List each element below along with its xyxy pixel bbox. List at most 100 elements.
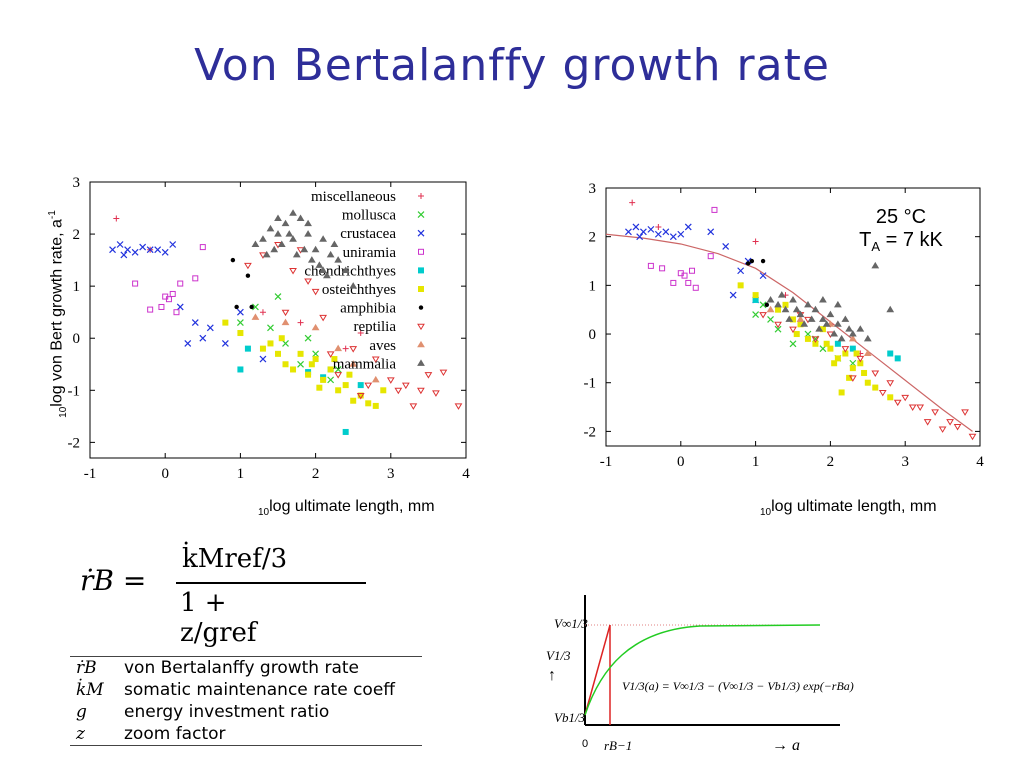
data-point [793,331,800,338]
data-point [737,267,745,275]
data-point [192,275,199,282]
legend-label: uniramia [343,245,397,261]
legend-label: amphibia [340,301,396,317]
data-point [853,350,860,357]
data-point [342,382,349,389]
data-point [357,330,364,337]
x-tick-label: 4 [976,454,984,470]
table-row: z zoom factor [76,724,226,744]
data-point [251,313,260,320]
annotation-ta: TA = 7 kK [859,229,943,254]
data-point [894,355,901,362]
legend-marker [418,286,424,292]
data-point [304,219,312,227]
series-reptilia [244,241,463,410]
series-uniramia [132,244,206,316]
data-point [300,245,309,253]
left-ylabel-sup: -1 [47,210,59,220]
data-point [132,280,139,287]
data-point [341,266,350,274]
data-point [789,295,797,303]
data-point [275,350,281,357]
data-point [349,346,358,353]
data-point [357,382,364,389]
data-point [849,345,856,352]
data-point [766,295,775,303]
y-tick-label: -2 [584,424,597,440]
data-point [290,366,297,373]
page-title: Von Bertalanffy growth rate [194,40,830,91]
data-point [831,360,838,367]
data-point [304,334,312,342]
data-point [311,323,320,331]
data-point [394,387,403,395]
data-point [237,330,244,337]
data-point [946,419,954,426]
data-point [236,319,244,327]
data-point [677,230,685,238]
data-point [789,340,797,348]
data-point [249,304,254,310]
data-point [308,361,315,368]
formula-lhs: ṙB = [80,564,147,597]
fit-curve [605,233,973,432]
data-point [819,295,827,303]
y-tick-label: -1 [584,376,597,392]
data-point [636,233,644,241]
data-point [234,304,239,310]
data-point [371,356,380,364]
sketch-a-axis: → a [772,737,800,754]
data-point [647,225,655,233]
data-point [350,397,357,404]
sketch-v-b: Vb1/3 [554,710,586,725]
data-point [259,309,266,316]
plot-frame [605,187,981,447]
data-point [289,235,297,242]
data-point [834,355,841,362]
data-point [722,242,730,250]
data-point [169,241,177,248]
data-point [629,199,636,206]
y-tick-label: 0 [73,331,81,347]
data-point [781,305,790,313]
data-point [274,293,282,300]
left-xlabel-text: log ultimate length, mm [269,498,435,515]
y-tick-label: 2 [589,230,597,246]
series-crustacea [625,223,767,304]
x-tick-label: 0 [677,454,685,470]
data-point [833,300,842,308]
data-point [281,318,290,326]
data-point [752,311,760,318]
data-point [237,366,244,373]
data-point [968,433,977,441]
data-point [305,371,312,378]
data-point [684,223,692,231]
legend-label: mammalia [333,356,397,372]
data-point [424,372,433,379]
data-point [274,214,282,221]
data-point [767,316,774,323]
data-point [154,246,162,254]
data-point [236,308,244,316]
data-point [173,309,180,316]
data-point [296,214,305,221]
data-point [334,256,343,263]
data-point [380,387,387,394]
data-point [371,375,380,383]
data-point [863,349,872,357]
legend-marker [417,323,425,331]
data-point [953,424,962,431]
table-row: k̇M somatic maintenance rate coeff [76,680,396,700]
legend-label: aves [369,338,396,354]
table-row: ṙB von Bertalanffy growth rate [76,658,360,678]
data-point [311,245,320,253]
data-point [311,288,320,296]
data-point [752,296,759,303]
data-point [158,303,165,310]
x-tick-label: 4 [462,466,470,482]
data-point [312,350,320,358]
data-point [259,345,266,352]
x-tick-label: 2 [312,466,320,482]
data-point [886,305,895,313]
data-point [439,369,448,377]
